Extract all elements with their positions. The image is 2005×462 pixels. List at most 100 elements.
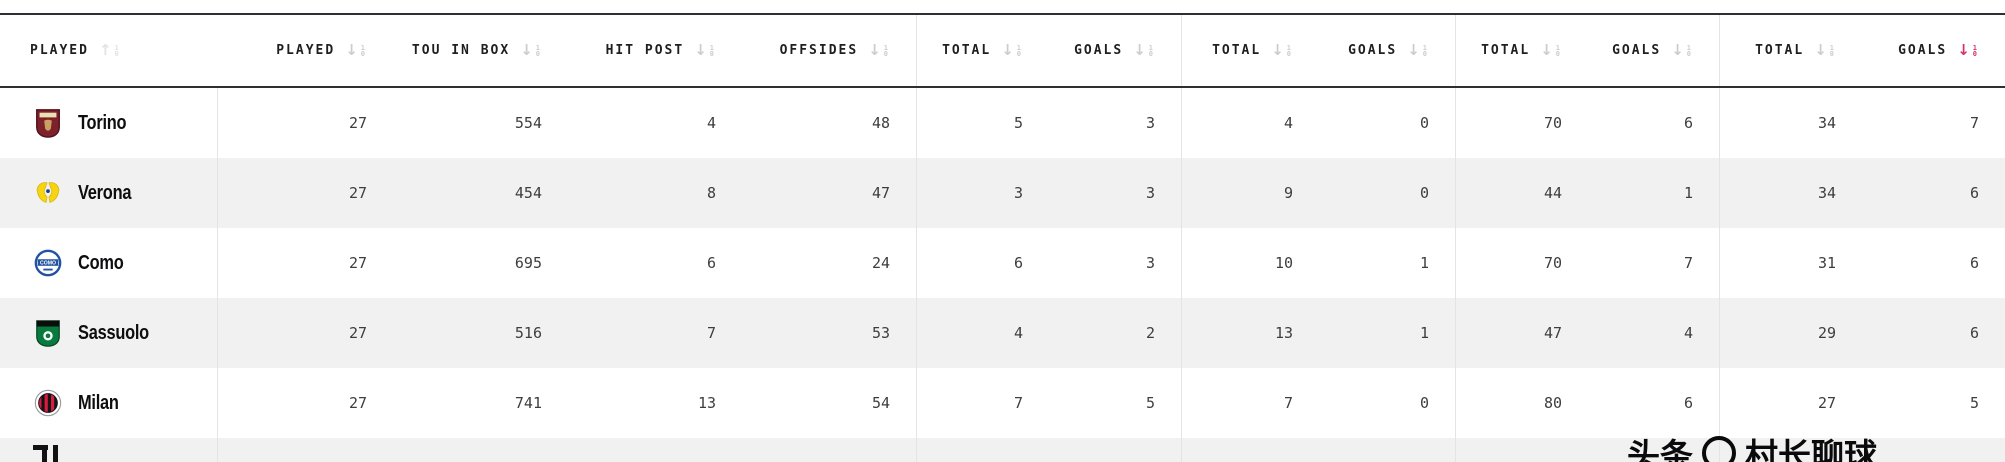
stat-cell: 47	[1543, 324, 1562, 342]
watermark-prefix: 头条	[1627, 436, 1693, 462]
team-cell-sassuolo[interactable]: Sassuolo	[0, 298, 218, 368]
stat-cell: 48	[742, 88, 917, 158]
sort-icon[interactable]: ↓ 1 0	[345, 43, 367, 58]
stat-cell: 516	[514, 324, 542, 342]
sort-icon[interactable]: ↓ 1 0	[1814, 43, 1836, 58]
stat-cell-empty	[218, 438, 393, 462]
sort-icon[interactable]: ↓ 1 0	[1407, 43, 1429, 58]
stat-cell: 0	[1319, 88, 1456, 158]
arrow-down-icon: ↓	[1001, 41, 1016, 59]
stat-cell: 6	[1013, 254, 1023, 272]
team-name: Sassuolo	[78, 321, 149, 344]
stat-cell: 454	[514, 184, 542, 202]
team-cell-como[interactable]: COMO Como	[0, 228, 218, 298]
stat-cell: 3	[1049, 158, 1182, 228]
team-cell-partial	[0, 438, 218, 462]
column-header-hit-post-3[interactable]: HIT POST ↓ 1 0	[568, 15, 742, 86]
stat-cell-empty	[1456, 438, 1588, 462]
watermark: 头条 村长聊球	[1627, 429, 1877, 462]
stat-cell: 27	[348, 184, 367, 202]
team-cell-milan[interactable]: Milan	[0, 368, 218, 438]
watermark-logo-icon	[1702, 436, 1736, 462]
column-header-tou-in-box-2[interactable]: TOU IN BOX ↓ 1 0	[393, 15, 568, 86]
sort-icon[interactable]: ↓ 1 0	[1001, 43, 1023, 58]
sort-icon[interactable]: ↓ 1 0	[1271, 43, 1293, 58]
stat-cell: 5	[1049, 368, 1182, 438]
stat-cell: 0	[1319, 158, 1456, 228]
arrow-down-icon: ↓	[345, 41, 360, 59]
arrow-down-icon: ↓	[1133, 41, 1148, 59]
table-header-row: PLAYED ↑ 1 0 PLAYED ↓ 1 0 TOU IN BOX ↓ 1 0 HIT POST ↓…	[0, 15, 2005, 88]
sort-icon[interactable]: ↓ 1 0	[868, 43, 890, 58]
stat-cell-empty	[917, 438, 1049, 462]
arrow-down-icon: ↓	[1957, 41, 1972, 59]
stat-cell: 6	[1969, 324, 1979, 342]
table-row-verona: Verona 27 454 8 47 3 3 9 0 44 1 34 6	[0, 158, 2005, 228]
stat-cell-empty	[393, 438, 568, 462]
column-header-total-11[interactable]: TOTAL ↓ 1 0	[1720, 15, 1862, 86]
team-cell-verona[interactable]: Verona	[0, 158, 218, 228]
stat-cell: 6	[706, 254, 716, 272]
column-header-label: HIT POST	[605, 43, 685, 58]
stat-cell: 9	[1283, 184, 1293, 202]
column-header-played-0[interactable]: PLAYED ↑ 1 0	[0, 15, 218, 86]
stat-cell: 1	[1319, 298, 1456, 368]
stat-cell: 10	[1274, 254, 1293, 272]
stat-cell: 27	[348, 254, 367, 272]
sort-icon[interactable]: ↑ 1 0	[99, 43, 121, 58]
column-header-total-9[interactable]: TOTAL ↓ 1 0	[1456, 15, 1588, 86]
sort-icon[interactable]: ↓ 1 0	[1540, 43, 1562, 58]
stat-cell: 4	[706, 114, 716, 132]
stat-cell: 4	[1013, 324, 1023, 342]
column-header-label: PLAYED	[276, 43, 336, 58]
stat-cell: 24	[742, 228, 917, 298]
stat-cell: 7	[1283, 394, 1293, 412]
column-header-total-5[interactable]: TOTAL ↓ 1 0	[917, 15, 1049, 86]
svg-text:COMO: COMO	[40, 261, 56, 267]
sort-icon-active[interactable]: ↓ 1 0	[1957, 43, 1979, 58]
column-header-goals-10[interactable]: GOALS ↓ 1 0	[1588, 15, 1720, 86]
team-name: Torino	[78, 111, 127, 134]
sort-icon[interactable]: ↓ 1 0	[694, 43, 716, 58]
column-header-goals-8[interactable]: GOALS ↓ 1 0	[1319, 15, 1456, 86]
stat-cell-empty	[1182, 438, 1319, 462]
stat-cell: 5	[1969, 394, 1979, 412]
column-header-goals-6[interactable]: GOALS ↓ 1 0	[1049, 15, 1182, 86]
table-row-torino: Torino 27 554 4 48 5 3 4 0 70 6 34 7	[0, 88, 2005, 158]
milan-crest-icon	[33, 388, 63, 418]
stat-cell: 13	[697, 394, 716, 412]
column-header-offsides-4[interactable]: OFFSIDES ↓ 1 0	[742, 15, 917, 86]
stat-cell-empty	[1862, 438, 2005, 462]
arrow-down-icon: ↓	[694, 41, 709, 59]
column-header-played-1[interactable]: PLAYED ↓ 1 0	[218, 15, 393, 86]
sort-icon[interactable]: ↓ 1 0	[520, 43, 542, 58]
column-header-label: TOTAL	[1755, 43, 1805, 58]
sort-icon[interactable]: ↓ 1 0	[1671, 43, 1693, 58]
stat-cell: 70	[1543, 254, 1562, 272]
stat-cell: 7	[1969, 114, 1979, 132]
stat-cell: 4	[1283, 114, 1293, 132]
column-header-goals-12[interactable]: GOALS ↓ 1 0	[1862, 15, 2005, 86]
team-name: Como	[78, 251, 124, 274]
stat-cell: 6	[1969, 254, 1979, 272]
sort-icon[interactable]: ↓ 1 0	[1133, 43, 1155, 58]
stat-cell: 2	[1049, 298, 1182, 368]
stat-cell: 6	[1588, 88, 1720, 158]
stat-cell: 8	[706, 184, 716, 202]
column-header-label: TOU IN BOX	[411, 43, 511, 58]
arrow-down-icon: ↓	[868, 41, 883, 59]
stat-cell: 6	[1588, 368, 1720, 438]
column-header-total-7[interactable]: TOTAL ↓ 1 0	[1182, 15, 1319, 86]
team-cell-torino[interactable]: Torino	[0, 88, 218, 158]
stat-cell: 7	[706, 324, 716, 342]
table-row-como: COMO Como 27 695 6 24 6 3 10 1 70 7 31 6	[0, 228, 2005, 298]
